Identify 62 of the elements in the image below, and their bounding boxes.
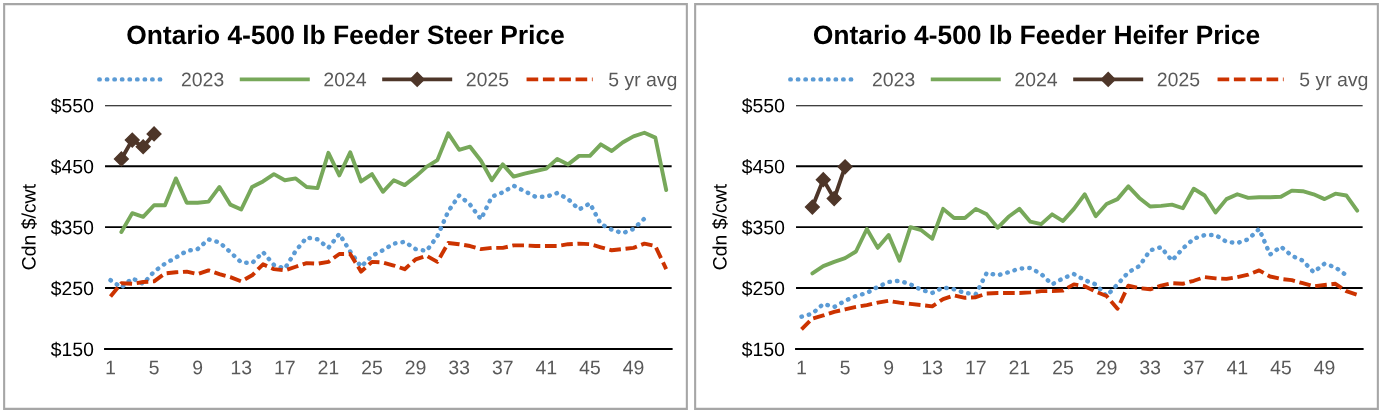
point (815, 172, 831, 188)
y-tick-label: $350 (50, 219, 94, 236)
x-tick-label: 29 (1096, 360, 1117, 375)
line-series (810, 184, 1360, 276)
y-tick-label: $150 (50, 341, 94, 358)
x-tick-label: 33 (449, 360, 470, 375)
x-tick-label: 17 (966, 360, 986, 375)
line-series (799, 268, 1360, 332)
x-tick-label: 5 (149, 360, 159, 375)
y-tick-label: $250 (741, 280, 785, 297)
x-tick-label: 9 (193, 360, 203, 375)
x-tick-label: 5 (840, 360, 850, 375)
x-tick-label: 21 (1009, 360, 1030, 375)
y-tick-label: $450 (741, 158, 785, 175)
point (124, 132, 140, 148)
y-axis-title: Cdn $/cwt (712, 184, 728, 270)
legend-label: 2023 (872, 72, 915, 87)
x-tick-label: 1 (797, 360, 806, 375)
x-tick-label: 21 (318, 360, 339, 375)
legend-label: 5 yr avg (609, 72, 677, 91)
chart-title: Ontario 4-500 lb Feeder Heifer Price (813, 24, 1260, 45)
x-tick-label: 25 (1053, 360, 1073, 375)
y-tick-label: $150 (741, 341, 785, 358)
x-tick-label: 13 (922, 360, 943, 375)
x-tick-label: 45 (579, 360, 600, 375)
point (804, 199, 820, 215)
y-tick-label: $550 (741, 97, 785, 114)
point (113, 151, 129, 167)
x-tick-label: 1 (106, 360, 115, 375)
point (837, 159, 853, 175)
x-tick-label: 45 (1270, 360, 1291, 375)
point (135, 139, 151, 155)
point (826, 190, 842, 207)
x-tick-label: 41 (535, 360, 557, 375)
x-tick-label: 33 (1140, 360, 1161, 375)
line-series (799, 226, 1349, 319)
x-tick-label: 37 (492, 360, 513, 375)
legend-label: 2024 (1015, 72, 1058, 87)
y-tick-label: $250 (50, 280, 94, 297)
y-tick-label: $550 (50, 97, 94, 114)
legend-label: 2023 (181, 72, 224, 87)
line-series (108, 183, 647, 290)
x-tick-label: 49 (1314, 360, 1335, 375)
legend-label: 5 yr avg (1300, 72, 1368, 91)
x-tick-label: 29 (405, 360, 426, 375)
x-tick-label: 37 (1183, 360, 1204, 375)
x-tick-label: 41 (1226, 360, 1248, 375)
y-tick-label: $350 (741, 219, 785, 236)
x-tick-label: 9 (884, 360, 894, 375)
legend-label: 2025 (1157, 72, 1200, 87)
line-series (108, 241, 669, 299)
line-series (119, 130, 669, 234)
legend-label: 2024 (324, 72, 367, 87)
y-tick-label: $450 (50, 158, 94, 175)
x-tick-label: 49 (623, 360, 644, 375)
y-axis-title: Cdn $/cwt (21, 184, 37, 270)
x-tick-label: 13 (231, 360, 252, 375)
x-tick-label: 17 (275, 360, 295, 375)
point (146, 126, 162, 142)
chart-title: Ontario 4-500 lb Feeder Steer Price (127, 24, 564, 45)
x-tick-label: 25 (362, 360, 382, 375)
legend-label: 2025 (466, 72, 509, 87)
